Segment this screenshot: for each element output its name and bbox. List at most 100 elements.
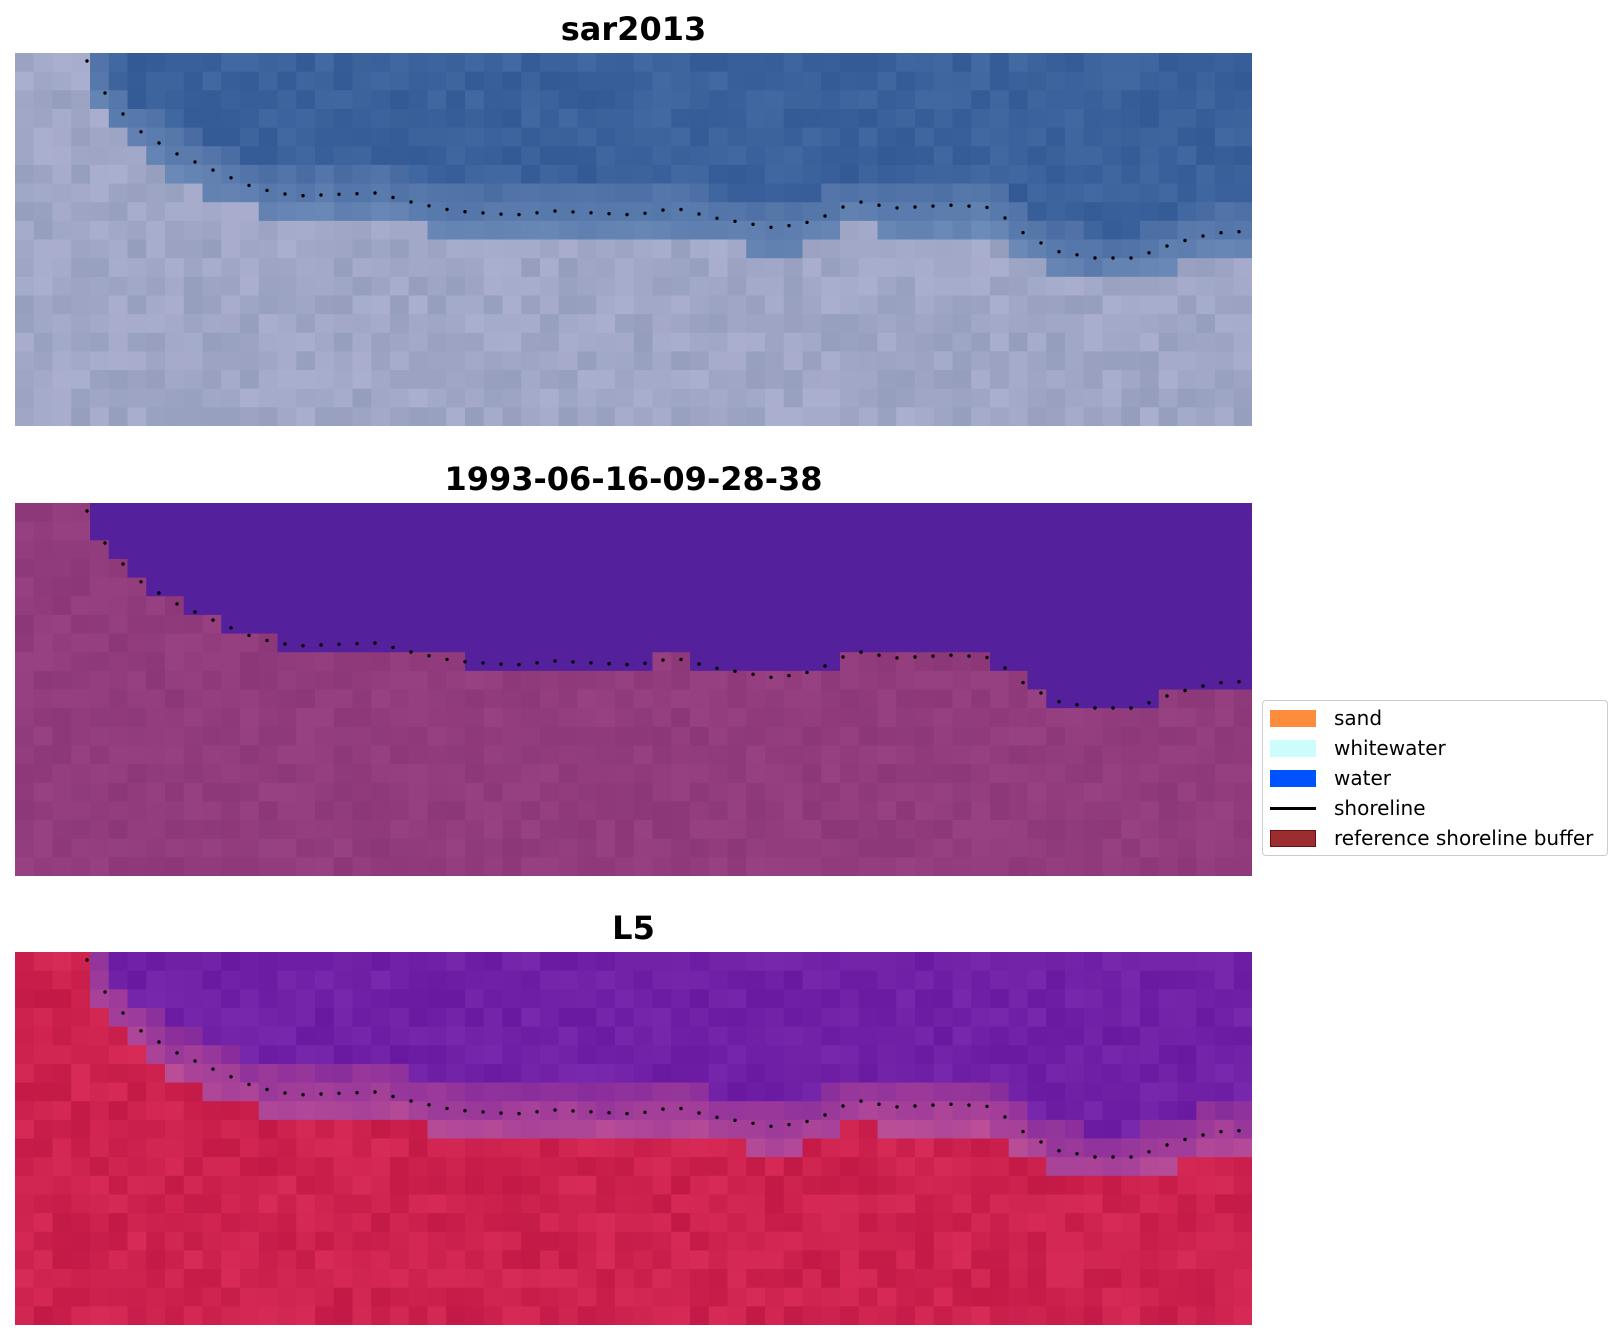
raster-cell bbox=[1065, 1157, 1085, 1177]
raster-cell bbox=[877, 127, 897, 147]
raster-cell bbox=[971, 1231, 991, 1251]
raster-cell bbox=[427, 1250, 447, 1270]
raster-cell bbox=[783, 503, 804, 523]
raster-cell bbox=[390, 1119, 410, 1140]
raster-cell bbox=[165, 782, 185, 802]
raster-cell bbox=[146, 239, 166, 259]
raster-cell bbox=[1102, 1119, 1122, 1140]
raster-cell bbox=[896, 633, 916, 653]
raster-cell bbox=[596, 689, 616, 709]
raster-cell bbox=[727, 1101, 747, 1121]
raster-cell bbox=[127, 239, 147, 259]
raster-cell bbox=[558, 239, 579, 259]
raster-cell bbox=[90, 258, 110, 278]
raster-cell bbox=[1008, 1026, 1029, 1046]
raster-cell bbox=[390, 71, 410, 91]
raster-cell bbox=[1233, 370, 1252, 390]
raster-cell bbox=[165, 1250, 185, 1270]
raster-cell bbox=[615, 314, 635, 334]
shoreline-dot bbox=[1021, 230, 1025, 235]
raster-cell bbox=[990, 108, 1010, 129]
raster-cell bbox=[652, 1119, 672, 1140]
raster-cell bbox=[1065, 1306, 1085, 1325]
raster-cell bbox=[1083, 1306, 1104, 1325]
raster-cell bbox=[108, 146, 129, 166]
raster-cell bbox=[746, 71, 766, 91]
raster-cell bbox=[727, 1194, 747, 1214]
raster-cell bbox=[1215, 71, 1235, 91]
raster-cell bbox=[877, 989, 897, 1009]
raster-cell bbox=[1083, 1213, 1104, 1233]
raster-cell bbox=[521, 295, 541, 315]
raster-cell bbox=[1196, 71, 1216, 91]
raster-cell bbox=[52, 388, 72, 408]
raster-cell bbox=[465, 1250, 485, 1270]
raster-cell bbox=[502, 503, 522, 523]
raster-cell bbox=[652, 108, 672, 129]
raster-cell bbox=[390, 90, 410, 110]
raster-cell bbox=[165, 332, 185, 352]
shoreline-dot bbox=[1003, 666, 1007, 670]
raster-cell bbox=[90, 407, 110, 426]
raster-cell bbox=[427, 577, 447, 597]
raster-cell bbox=[1008, 1157, 1029, 1177]
raster-cell bbox=[1196, 838, 1216, 858]
raster-cell bbox=[1065, 726, 1085, 747]
raster-cell bbox=[1102, 258, 1122, 278]
raster-cell bbox=[502, 1101, 522, 1121]
raster-cell bbox=[1121, 1269, 1141, 1289]
raster-cell bbox=[1140, 1045, 1160, 1065]
raster-cell bbox=[1102, 183, 1122, 203]
raster-cell bbox=[502, 276, 522, 297]
raster-cell bbox=[652, 708, 672, 728]
raster-cell bbox=[727, 1231, 747, 1251]
raster-cell bbox=[577, 1063, 597, 1084]
raster-cell bbox=[408, 407, 429, 426]
raster-cell bbox=[1065, 989, 1085, 1009]
raster-cell bbox=[783, 670, 804, 691]
raster-cell bbox=[802, 952, 822, 972]
raster-cell bbox=[258, 220, 279, 241]
raster-cell bbox=[877, 820, 897, 840]
raster-cell bbox=[1196, 1287, 1216, 1307]
raster-cell bbox=[877, 670, 897, 691]
raster-cell bbox=[821, 164, 841, 185]
raster-cell bbox=[333, 596, 354, 616]
raster-cell bbox=[577, 521, 597, 541]
raster-cell bbox=[502, 1194, 522, 1214]
raster-cell bbox=[652, 332, 672, 352]
raster-cell bbox=[1121, 1250, 1141, 1270]
raster-cell bbox=[333, 801, 354, 821]
raster-cell bbox=[690, 239, 710, 259]
raster-cell bbox=[371, 1157, 391, 1177]
raster-cell bbox=[221, 1082, 241, 1102]
raster-cell bbox=[90, 614, 110, 635]
raster-cell bbox=[1233, 952, 1252, 972]
raster-cell bbox=[221, 1269, 241, 1289]
raster-cell bbox=[165, 108, 185, 129]
shoreline-dot bbox=[535, 661, 539, 665]
raster-cell bbox=[15, 53, 35, 73]
raster-cell bbox=[408, 202, 429, 222]
raster-cell bbox=[765, 689, 785, 709]
raster-cell bbox=[90, 71, 110, 91]
raster-cell bbox=[577, 857, 597, 876]
raster-cell bbox=[502, 1306, 522, 1325]
raster-cell bbox=[408, 1269, 429, 1289]
raster-cell bbox=[90, 952, 110, 972]
raster-cell bbox=[1102, 53, 1122, 73]
raster-cell bbox=[315, 1194, 335, 1214]
raster-cell bbox=[390, 1101, 410, 1121]
raster-cell bbox=[408, 1101, 429, 1121]
raster-cell bbox=[708, 708, 729, 728]
raster-cell bbox=[746, 258, 766, 278]
raster-cell bbox=[127, 745, 147, 765]
raster-cell bbox=[1140, 1063, 1160, 1084]
raster-cell bbox=[408, 782, 429, 802]
raster-cell bbox=[52, 1194, 72, 1214]
raster-cell bbox=[1196, 276, 1216, 297]
raster-cell bbox=[652, 314, 672, 334]
raster-cell bbox=[1027, 71, 1047, 91]
raster-cell bbox=[90, 857, 110, 876]
raster-cell bbox=[1046, 614, 1066, 635]
